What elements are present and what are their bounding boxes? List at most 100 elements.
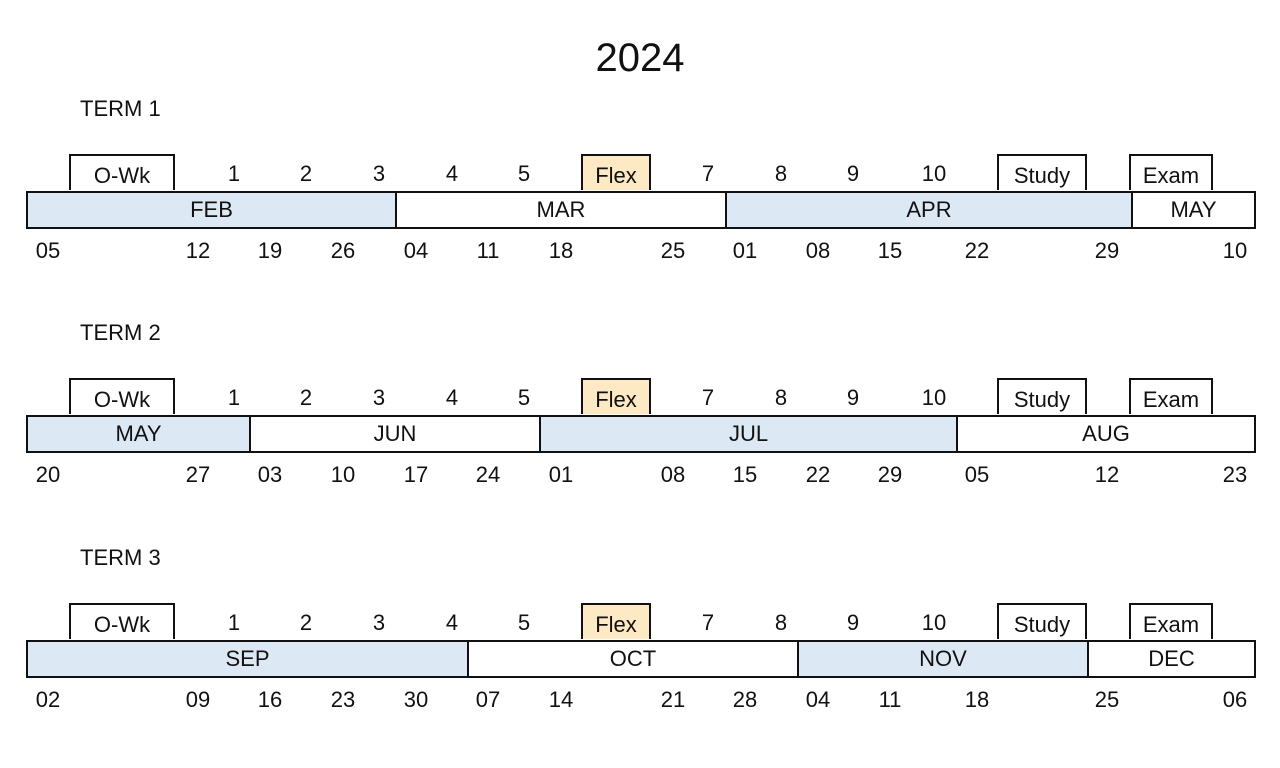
term-title: TERM 2 bbox=[80, 320, 161, 345]
week-label: 10 bbox=[921, 385, 947, 410]
week-label-flex: Flex bbox=[581, 154, 651, 190]
date-label: 30 bbox=[403, 687, 429, 712]
week-label: 10 bbox=[921, 610, 947, 635]
date-label: 16 bbox=[257, 687, 283, 712]
week-label: 4 bbox=[445, 161, 459, 186]
date-label: 05 bbox=[964, 462, 990, 487]
week-label: 7 bbox=[701, 610, 715, 635]
week-label: 5 bbox=[517, 610, 531, 635]
month-jun: JUN bbox=[249, 417, 539, 451]
month-sep: SEP bbox=[28, 642, 467, 676]
term-1: TERM 1 O-Wk 1 2 3 4 5 Flex 7 8 9 10 Study Exam FEB MAR A… bbox=[0, 96, 1280, 316]
term-title: TERM 3 bbox=[80, 545, 161, 570]
week-label: 3 bbox=[372, 161, 386, 186]
date-label: 10 bbox=[330, 462, 356, 487]
date-label: 10 bbox=[1222, 238, 1248, 263]
date-label: 26 bbox=[330, 238, 356, 263]
date-label: 23 bbox=[330, 687, 356, 712]
date-label: 11 bbox=[476, 238, 500, 263]
date-label: 01 bbox=[732, 238, 758, 263]
term-3: TERM 3 O-Wk 1 2 3 4 5 Flex 7 8 9 10 Study Exam SEP OCT N… bbox=[0, 545, 1280, 765]
date-label: 12 bbox=[1094, 462, 1120, 487]
month-apr: APR bbox=[725, 193, 1131, 227]
week-label-o-wk: O-Wk bbox=[69, 603, 175, 639]
date-label: 21 bbox=[660, 687, 686, 712]
date-label: 22 bbox=[964, 238, 990, 263]
week-label: 1 bbox=[227, 161, 241, 186]
week-label: 1 bbox=[227, 385, 241, 410]
week-label: 2 bbox=[299, 610, 313, 635]
week-label: 4 bbox=[445, 610, 459, 635]
month-aug: AUG bbox=[956, 417, 1254, 451]
month-nov: NOV bbox=[797, 642, 1087, 676]
week-label: 4 bbox=[445, 385, 459, 410]
week-label: 7 bbox=[701, 385, 715, 410]
month-oct: OCT bbox=[467, 642, 797, 676]
week-label: 9 bbox=[846, 385, 860, 410]
week-label-flex: Flex bbox=[581, 603, 651, 639]
date-label: 02 bbox=[35, 687, 61, 712]
date-label: 19 bbox=[257, 238, 283, 263]
month-dec: DEC bbox=[1087, 642, 1254, 676]
date-label: 28 bbox=[732, 687, 758, 712]
date-label: 25 bbox=[1094, 687, 1120, 712]
date-label: 18 bbox=[548, 238, 574, 263]
week-label: 9 bbox=[846, 161, 860, 186]
month-mar: MAR bbox=[395, 193, 725, 227]
year-title: 2024 bbox=[595, 36, 685, 80]
date-label: 09 bbox=[185, 687, 211, 712]
date-label: 07 bbox=[475, 687, 501, 712]
date-label: 08 bbox=[805, 238, 831, 263]
month-may: MAY bbox=[1131, 193, 1254, 227]
date-label: 27 bbox=[185, 462, 211, 487]
date-label: 15 bbox=[877, 238, 903, 263]
date-label: 12 bbox=[185, 238, 211, 263]
week-label: 3 bbox=[372, 385, 386, 410]
date-label: 15 bbox=[732, 462, 758, 487]
week-label: 3 bbox=[372, 610, 386, 635]
week-label-study: Study bbox=[997, 378, 1087, 414]
date-label: 14 bbox=[548, 687, 574, 712]
date-label: 18 bbox=[964, 687, 990, 712]
date-label: 22 bbox=[805, 462, 831, 487]
date-label: 17 bbox=[403, 462, 429, 487]
week-label-o-wk: O-Wk bbox=[69, 154, 175, 190]
week-label-exam: Exam bbox=[1129, 154, 1213, 190]
week-label: 8 bbox=[774, 161, 788, 186]
week-label-exam: Exam bbox=[1129, 603, 1213, 639]
week-label: 9 bbox=[846, 610, 860, 635]
month-bar: SEP OCT NOV DEC bbox=[26, 640, 1256, 678]
week-label-flex: Flex bbox=[581, 378, 651, 414]
month-bar: FEB MAR APR MAY bbox=[26, 191, 1256, 229]
week-label-study: Study bbox=[997, 154, 1087, 190]
date-label: 05 bbox=[35, 238, 61, 263]
week-label: 8 bbox=[774, 610, 788, 635]
week-label: 2 bbox=[299, 385, 313, 410]
week-label: 10 bbox=[921, 161, 947, 186]
week-label: 2 bbox=[299, 161, 313, 186]
week-label: 1 bbox=[227, 610, 241, 635]
date-label: 29 bbox=[1094, 238, 1120, 263]
date-label: 04 bbox=[805, 687, 831, 712]
date-label: 25 bbox=[660, 238, 686, 263]
week-label: 8 bbox=[774, 385, 788, 410]
week-label: 7 bbox=[701, 161, 715, 186]
date-label: 24 bbox=[475, 462, 501, 487]
month-bar: MAY JUN JUL AUG bbox=[26, 415, 1256, 453]
date-label: 01 bbox=[548, 462, 574, 487]
date-label: 29 bbox=[877, 462, 903, 487]
date-label: 20 bbox=[35, 462, 61, 487]
date-label: 08 bbox=[660, 462, 686, 487]
date-label: 06 bbox=[1222, 687, 1248, 712]
week-label-exam: Exam bbox=[1129, 378, 1213, 414]
week-label: 5 bbox=[517, 161, 531, 186]
week-label-o-wk: O-Wk bbox=[69, 378, 175, 414]
date-label: 03 bbox=[257, 462, 283, 487]
month-jul: JUL bbox=[539, 417, 956, 451]
week-label-study: Study bbox=[997, 603, 1087, 639]
week-label: 5 bbox=[517, 385, 531, 410]
date-label: 11 bbox=[878, 687, 902, 712]
date-label: 23 bbox=[1222, 462, 1248, 487]
month-may: MAY bbox=[28, 417, 249, 451]
